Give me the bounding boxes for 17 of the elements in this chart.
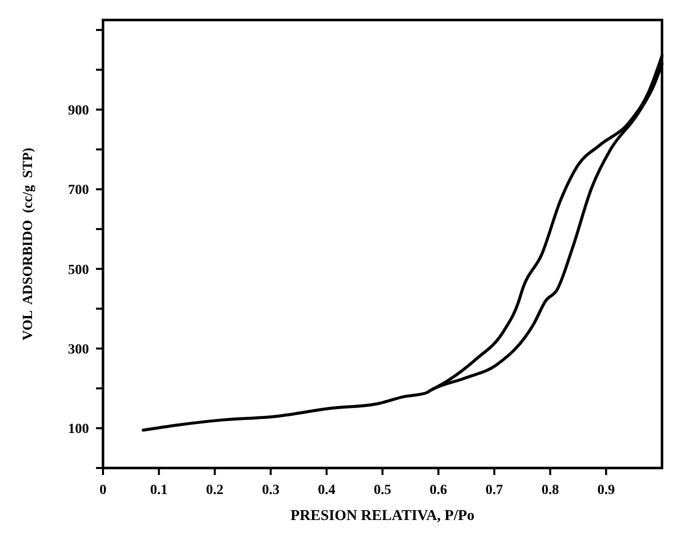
y-axis-title: VOL ADSORBIDO (cc/g STP)	[21, 147, 36, 340]
x-axis-title: PRESION RELATIVA, P/Po	[290, 508, 475, 524]
x-tick-label: 0.3	[262, 483, 280, 498]
y-tick-label: 900	[68, 104, 89, 119]
x-tick-label: 0.2	[206, 483, 224, 498]
y-tick-label: 700	[68, 183, 89, 198]
x-tick-label: 0.9	[597, 483, 615, 498]
y-tick-label: 300	[68, 342, 89, 358]
x-tick-label: 0.6	[430, 483, 448, 498]
y-tick-label: 100	[68, 422, 89, 438]
y-tick-label: 500	[68, 262, 89, 278]
x-tick-label: 0.8	[541, 483, 559, 498]
x-tick-label: 0.4	[318, 483, 336, 498]
x-tick-label: 0.1	[150, 483, 168, 498]
x-tick-label: 0	[100, 483, 106, 498]
x-tick-label: 0.5	[374, 483, 392, 498]
x-tick-label: 0.7	[486, 483, 504, 498]
